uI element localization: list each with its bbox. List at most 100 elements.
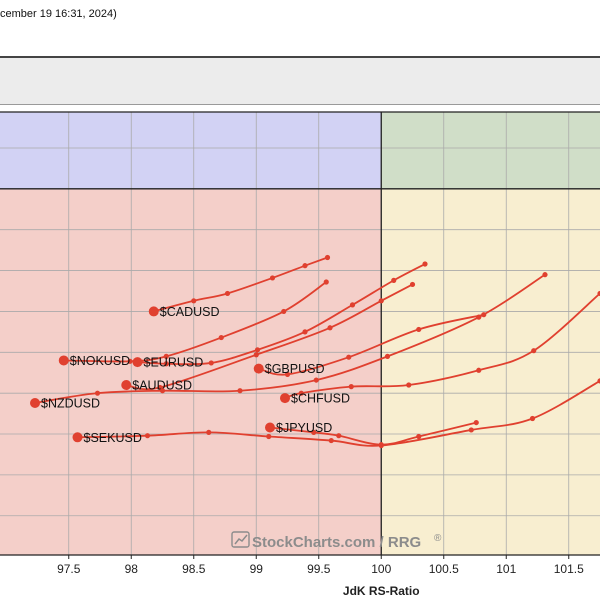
- tail-point: [159, 388, 166, 394]
- x-axis-title: JdK RS-Ratio: [343, 584, 420, 598]
- chart-header-title: cember 19 16:31, 2024): [0, 8, 117, 20]
- quadrant-weakening: [381, 188, 600, 555]
- x-tick-label: 98: [125, 562, 139, 576]
- tail-point: [302, 329, 308, 335]
- series-tail: $AUDUSD: [121, 281, 416, 392]
- tail-point: [94, 390, 101, 396]
- x-tick-label: 98.5: [182, 562, 206, 576]
- series-label: $NOKUSD: [70, 354, 130, 368]
- header-band: [0, 56, 600, 105]
- tail-head-point: [72, 432, 83, 443]
- tail-point: [391, 277, 397, 283]
- watermark: StockCharts.com / RRG ®: [231, 531, 442, 551]
- tail-point: [409, 281, 416, 288]
- tail-point: [476, 314, 482, 320]
- tail-point: [473, 419, 479, 426]
- tail-point: [531, 348, 537, 354]
- tail-point: [327, 325, 333, 331]
- x-tick-label: 100.5: [429, 562, 459, 576]
- series-tail: $NZDUSD: [30, 272, 548, 410]
- tail-point: [384, 353, 391, 359]
- registered-mark: ®: [434, 533, 442, 544]
- series-tail: $CHFUSD: [280, 290, 600, 406]
- tail-head-point: [265, 422, 275, 433]
- tail-head-point: [132, 357, 143, 368]
- series-label: $AUDUSD: [132, 378, 192, 392]
- x-tick-label: 101.5: [554, 562, 584, 576]
- series-tail: $JPYUSD: [265, 419, 479, 448]
- tail-point: [378, 442, 384, 448]
- tail-head-point: [280, 393, 290, 404]
- tail-point: [323, 279, 329, 285]
- x-tick-label: 100: [371, 562, 391, 576]
- tail-point: [163, 361, 169, 367]
- x-tick-label: 97.5: [57, 562, 81, 576]
- tail-point: [298, 390, 304, 396]
- tail-point: [422, 261, 428, 267]
- tail-line: [269, 421, 477, 446]
- quadrant-backgrounds: [0, 112, 600, 555]
- tail-point: [349, 302, 356, 308]
- tail-head-point: [30, 397, 40, 408]
- series-label: $CHFUSD: [291, 392, 350, 406]
- tail-head-point: [58, 355, 69, 366]
- tail-point: [476, 367, 482, 373]
- series-tail: $EURUSD: [132, 261, 428, 370]
- tail-point: [406, 382, 412, 388]
- tail-point: [254, 347, 261, 353]
- tail-point: [208, 360, 214, 366]
- tail-line: [137, 263, 426, 366]
- x-tick-label: 99: [250, 562, 264, 576]
- tail-point: [144, 433, 151, 439]
- tail-point: [529, 415, 536, 422]
- tail-point: [281, 308, 287, 315]
- tail-point: [218, 334, 224, 341]
- tail-point: [266, 433, 272, 440]
- series-label: $EURUSD: [144, 356, 204, 370]
- quadrant-lagging: [0, 188, 382, 555]
- tail-point: [127, 358, 133, 364]
- tail-point: [313, 377, 319, 383]
- tail-point: [191, 298, 197, 304]
- tail-point: [206, 429, 212, 435]
- tail-point: [324, 254, 331, 261]
- tail-head-point: [253, 363, 264, 374]
- tail-point: [311, 429, 317, 435]
- tail-point: [348, 384, 354, 390]
- series-tail: $SEKUSD: [72, 378, 600, 449]
- series-tail: $GBPUSD: [253, 312, 487, 377]
- quadrant-improving: [0, 112, 382, 189]
- series-label: $SEKUSD: [84, 431, 142, 445]
- quadrant-leading: [381, 112, 600, 189]
- tail-point: [346, 354, 352, 360]
- tail-point: [336, 433, 342, 439]
- watermark-text: StockCharts.com / RRG: [252, 534, 421, 551]
- tail-point: [237, 388, 243, 394]
- tail-line: [34, 273, 546, 404]
- series-tails: $CADUSD $NOKUSD $EURUSD $AUDUSD $GBPUSD $NZDU…: [30, 254, 600, 449]
- tail-point: [302, 263, 308, 269]
- series-label: $GBPUSD: [265, 362, 325, 376]
- stockcharts-logo-icon: [231, 531, 250, 548]
- tail-point: [597, 378, 600, 384]
- tail-point: [163, 353, 169, 359]
- tail-point: [597, 290, 600, 297]
- tail-point: [284, 371, 291, 377]
- series-tail: $NOKUSD: [58, 279, 329, 368]
- x-tick-labels: 97.5 98 98.5 99 99.5 100 100.5 101 101.5: [57, 555, 584, 576]
- series-label: $CADUSD: [160, 305, 220, 319]
- tail-point: [328, 437, 334, 444]
- tail-point: [416, 326, 422, 333]
- series-label: $NZDUSD: [41, 396, 100, 410]
- tail-head-point: [148, 306, 159, 317]
- x-tick-label: 101: [496, 562, 516, 576]
- tail-point: [224, 290, 231, 297]
- tail-point: [416, 433, 422, 440]
- tail-point: [253, 352, 259, 358]
- x-tick-label: 99.5: [307, 562, 331, 576]
- tail-head-point: [121, 379, 132, 390]
- tail-point: [269, 275, 276, 281]
- tail-point: [378, 298, 384, 304]
- series-tail: $CADUSD: [148, 254, 331, 319]
